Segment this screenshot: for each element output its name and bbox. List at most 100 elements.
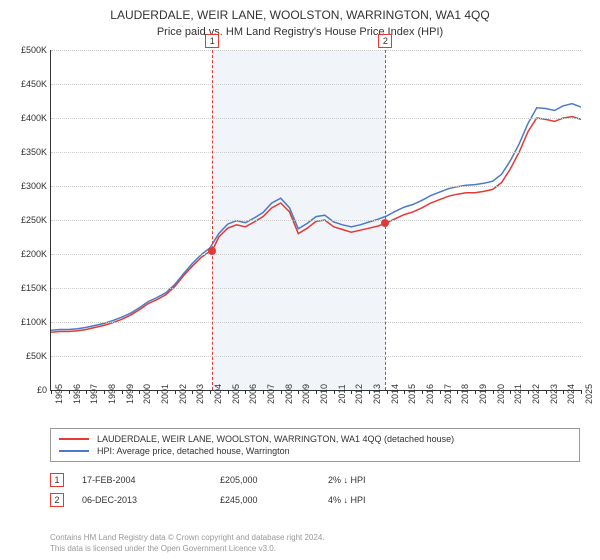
x-axis-label: 2011 bbox=[337, 384, 347, 403]
legend-box: LAUDERDALE, WEIR LANE, WOOLSTON, WARRING… bbox=[50, 428, 580, 462]
x-tick bbox=[457, 390, 458, 394]
x-axis-label: 2022 bbox=[531, 384, 541, 404]
chart-area: £0£50K£100K£150K£200K£250K£300K£350K£400… bbox=[50, 50, 580, 420]
x-tick bbox=[404, 390, 405, 394]
x-tick bbox=[298, 390, 299, 394]
x-tick bbox=[316, 390, 317, 394]
legend-swatch bbox=[59, 438, 89, 440]
x-tick bbox=[263, 390, 264, 394]
x-tick bbox=[581, 390, 582, 394]
legend-item: HPI: Average price, detached house, Warr… bbox=[59, 445, 571, 457]
y-axis-label: £150K bbox=[0, 283, 47, 293]
y-axis-label: £300K bbox=[0, 181, 47, 191]
x-tick bbox=[369, 390, 370, 394]
y-gridline bbox=[51, 118, 581, 119]
x-tick bbox=[387, 390, 388, 394]
x-tick bbox=[475, 390, 476, 394]
x-axis-label: 2025 bbox=[584, 384, 594, 404]
sale-marker-box: 2 bbox=[378, 34, 392, 48]
x-axis-label: 2012 bbox=[354, 384, 364, 404]
sale-row: 1 17-FEB-2004 £205,000 2% ↓ HPI bbox=[50, 470, 580, 490]
x-axis-label: 2019 bbox=[478, 384, 488, 404]
sale-row: 206-DEC-2013£245,0004% ↓ HPI bbox=[50, 490, 580, 510]
x-tick bbox=[157, 390, 158, 394]
sale-date: 17-FEB-2004 bbox=[82, 475, 202, 485]
y-axis-label: £0 bbox=[0, 385, 47, 395]
series-property bbox=[51, 117, 581, 333]
x-axis-label: 2014 bbox=[390, 384, 400, 404]
x-tick bbox=[334, 390, 335, 394]
x-axis-label: 2015 bbox=[407, 384, 417, 404]
x-axis-label: 1995 bbox=[54, 384, 64, 404]
legend-and-sales: LAUDERDALE, WEIR LANE, WOOLSTON, WARRING… bbox=[50, 428, 580, 510]
x-axis-label: 2021 bbox=[513, 384, 523, 404]
y-axis-label: £50K bbox=[0, 351, 47, 361]
x-tick bbox=[563, 390, 564, 394]
y-axis-label: £200K bbox=[0, 249, 47, 259]
chart-subtitle: Price paid vs. HM Land Registry's House … bbox=[0, 22, 600, 38]
x-axis-label: 2016 bbox=[425, 384, 435, 404]
x-axis-label: 1999 bbox=[125, 384, 135, 404]
y-gridline bbox=[51, 186, 581, 187]
x-tick bbox=[493, 390, 494, 394]
x-axis-label: 1996 bbox=[72, 384, 82, 404]
sale-marker-icon: 2 bbox=[50, 493, 64, 507]
y-gridline bbox=[51, 84, 581, 85]
sale-marker-icon: 1 bbox=[50, 473, 64, 487]
x-axis-label: 2010 bbox=[319, 384, 329, 404]
x-tick bbox=[528, 390, 529, 394]
x-tick bbox=[69, 390, 70, 394]
series-hpi bbox=[51, 104, 581, 331]
sale-price: £245,000 bbox=[220, 495, 310, 505]
x-tick bbox=[422, 390, 423, 394]
sale-price: £205,000 bbox=[220, 475, 310, 485]
x-axis-label: 2004 bbox=[213, 384, 223, 404]
x-axis-label: 2002 bbox=[178, 384, 188, 404]
y-gridline bbox=[51, 322, 581, 323]
sale-marker-box: 1 bbox=[205, 34, 219, 48]
sale-date: 06-DEC-2013 bbox=[82, 495, 202, 505]
x-tick bbox=[510, 390, 511, 394]
x-axis-label: 2008 bbox=[284, 384, 294, 404]
y-axis-label: £250K bbox=[0, 215, 47, 225]
x-tick bbox=[51, 390, 52, 394]
y-axis-label: £400K bbox=[0, 113, 47, 123]
chart-container: LAUDERDALE, WEIR LANE, WOOLSTON, WARRING… bbox=[0, 0, 600, 560]
sales-table: 1 17-FEB-2004 £205,000 2% ↓ HPI 2 06-DEC-2013… bbox=[50, 470, 580, 510]
x-axis-label: 1997 bbox=[89, 384, 99, 404]
x-axis-label: 2013 bbox=[372, 384, 382, 404]
sale-marker-line bbox=[212, 50, 213, 390]
x-tick bbox=[440, 390, 441, 394]
x-axis-label: 2001 bbox=[160, 384, 170, 404]
chart-title: LAUDERDALE, WEIR LANE, WOOLSTON, WARRING… bbox=[0, 0, 600, 22]
x-tick bbox=[192, 390, 193, 394]
x-axis-label: 2003 bbox=[195, 384, 205, 404]
x-tick bbox=[281, 390, 282, 394]
x-axis-label: 2024 bbox=[566, 384, 576, 404]
x-axis-label: 2007 bbox=[266, 384, 276, 404]
x-axis-label: 2023 bbox=[549, 384, 559, 404]
y-gridline bbox=[51, 152, 581, 153]
x-axis-label: 1998 bbox=[107, 384, 117, 404]
x-axis-label: 2017 bbox=[443, 384, 453, 404]
plot-region: £0£50K£100K£150K£200K£250K£300K£350K£400… bbox=[50, 50, 581, 391]
sale-diff: 2% ↓ HPI bbox=[328, 475, 418, 485]
y-gridline bbox=[51, 50, 581, 51]
x-tick bbox=[86, 390, 87, 394]
x-tick bbox=[139, 390, 140, 394]
footer: Contains HM Land Registry data © Crown c… bbox=[50, 533, 325, 554]
footer-line2: This data is licensed under the Open Gov… bbox=[50, 544, 325, 554]
footer-line1: Contains HM Land Registry data © Crown c… bbox=[50, 533, 325, 543]
x-tick bbox=[546, 390, 547, 394]
sale-dot bbox=[381, 219, 389, 227]
x-tick bbox=[175, 390, 176, 394]
y-gridline bbox=[51, 254, 581, 255]
y-axis-label: £350K bbox=[0, 147, 47, 157]
legend-item: LAUDERDALE, WEIR LANE, WOOLSTON, WARRING… bbox=[59, 433, 571, 445]
x-axis-label: 2005 bbox=[231, 384, 241, 404]
y-gridline bbox=[51, 288, 581, 289]
x-axis-label: 2020 bbox=[496, 384, 506, 404]
x-axis-label: 2006 bbox=[248, 384, 258, 404]
y-axis-label: £450K bbox=[0, 79, 47, 89]
x-tick bbox=[351, 390, 352, 394]
